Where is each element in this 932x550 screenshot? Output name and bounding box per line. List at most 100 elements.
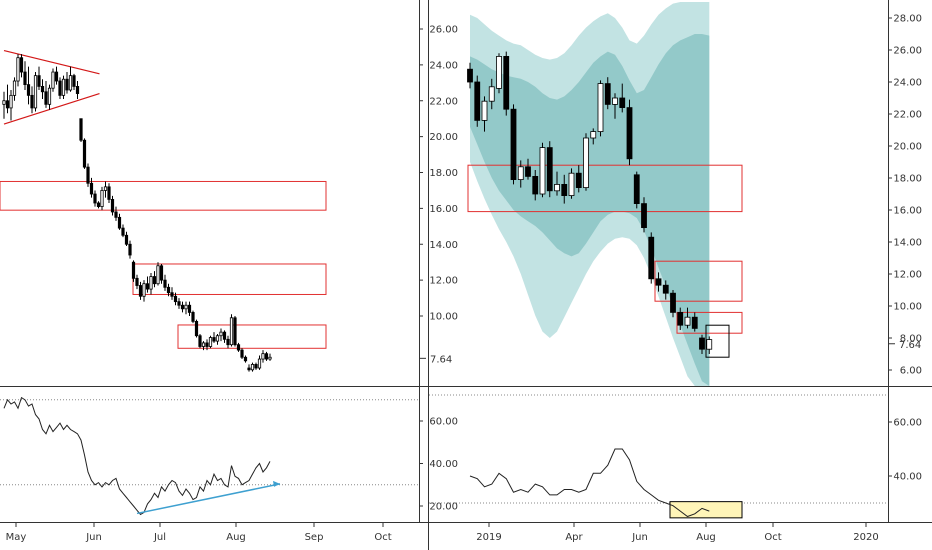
left-candle-body [254, 364, 258, 369]
right-candle [662, 280, 669, 300]
left-candle [170, 287, 174, 300]
right-price-y-tick-label: 10.00 [893, 302, 922, 313]
left-candle-body [166, 286, 171, 294]
right-candle-body [568, 172, 575, 196]
right-x-tick-label: Oct [764, 532, 781, 543]
left-candle-body [142, 283, 146, 297]
left-candle [124, 231, 129, 247]
left-candle [121, 224, 125, 238]
left-rsi-y-tick-label: 60.00 [429, 417, 458, 428]
left-candle-body [12, 80, 17, 96]
right-candle-body [474, 81, 481, 121]
right-candle-body [575, 172, 582, 188]
left-candle-body [261, 353, 265, 360]
right-candle-body [525, 166, 531, 177]
left-candle [247, 364, 251, 372]
left-candle-body [93, 193, 97, 204]
left-candle-body [79, 118, 83, 141]
left-supply-zone [0, 180, 327, 211]
left-candle-body [173, 295, 178, 303]
left-x-tick-label: May [6, 532, 27, 543]
left-price-y-tick-label: 26.00 [429, 25, 458, 36]
left-candle-body [257, 358, 262, 369]
left-candle-body [229, 317, 234, 346]
left-candle [191, 310, 195, 324]
left-candle [205, 339, 209, 351]
left-candle-body [156, 265, 160, 285]
left-candle [65, 72, 69, 94]
left-candle [240, 348, 244, 360]
left-candle-body [201, 342, 206, 347]
candlesticks [2, 51, 713, 372]
left-candle [107, 183, 111, 203]
left-price-y-tick-label: 14.00 [429, 240, 458, 251]
left-candle-body [30, 94, 34, 109]
left-rsi-line [3, 396, 271, 516]
annotation-shapes [0, 49, 743, 519]
left-candle [159, 263, 164, 284]
right-x-tick-label: 2019 [476, 532, 501, 543]
left-candle-body [2, 100, 6, 105]
right-candle-body [467, 68, 473, 83]
right-candle-body [626, 107, 633, 160]
left-candle [166, 283, 171, 297]
right-candle [568, 168, 575, 199]
right-candle-body [481, 100, 488, 121]
left-candle-body [5, 100, 10, 109]
left-last-price-label: 7.64 [430, 354, 452, 365]
left-price-y-tick-label: 22.00 [429, 96, 458, 107]
left-candle [37, 66, 41, 90]
left-candle-body [184, 304, 188, 310]
right-candle [561, 174, 568, 204]
left-rsi-divergence-line [136, 483, 281, 515]
right-price-y-tick-label: 28.00 [893, 14, 922, 25]
left-candle [51, 68, 55, 92]
left-candle [149, 272, 153, 295]
right-candle [583, 133, 589, 191]
left-candle [82, 138, 87, 169]
right-price-y-tick-label: 24.00 [893, 78, 922, 89]
left-candle-body [152, 276, 157, 285]
left-candle [152, 271, 157, 288]
right-candle-body [488, 86, 495, 102]
left-candle-body [240, 349, 244, 358]
axis-labels: 10.00 12.00 14.00 16.00 18.00 20.00 22.00 24.00… [6, 14, 922, 544]
left-candle [177, 298, 181, 309]
left-candle-body [47, 87, 52, 105]
right-candle-body [662, 284, 669, 294]
left-candle [138, 281, 143, 300]
right-candle-body [706, 339, 713, 350]
left-candle-body [138, 285, 143, 297]
left-candle-body [114, 211, 118, 218]
left-candle-body [149, 276, 153, 290]
right-candle-body [517, 166, 524, 181]
left-candle [257, 355, 262, 370]
left-supply-zone [177, 324, 327, 349]
right-candle [612, 93, 618, 119]
left-candle-body [26, 84, 31, 96]
right-candle-body [597, 83, 604, 132]
left-candle [86, 163, 90, 187]
left-candle [114, 206, 118, 221]
left-candle [19, 54, 24, 78]
left-candle [208, 335, 213, 349]
right-candle [539, 142, 546, 198]
left-candle-body [33, 75, 38, 109]
left-candle [93, 190, 97, 207]
inner-band-area [470, 34, 710, 386]
left-candle-body [233, 317, 237, 346]
right-candle-body [699, 337, 705, 350]
left-candle-body [268, 356, 272, 360]
right-price-y-tick-label: 22.00 [893, 110, 922, 121]
left-candle [219, 328, 223, 342]
right-x-tick-label: Jun [631, 532, 648, 543]
left-candle-body [177, 301, 181, 306]
left-candle [212, 332, 216, 343]
right-candle [575, 165, 582, 193]
left-candle-body [96, 202, 101, 207]
left-candle-body [208, 337, 213, 347]
left-candle-body [219, 331, 223, 337]
right-supply-zone [654, 260, 743, 302]
left-x-tick-label: Sep [305, 532, 324, 543]
